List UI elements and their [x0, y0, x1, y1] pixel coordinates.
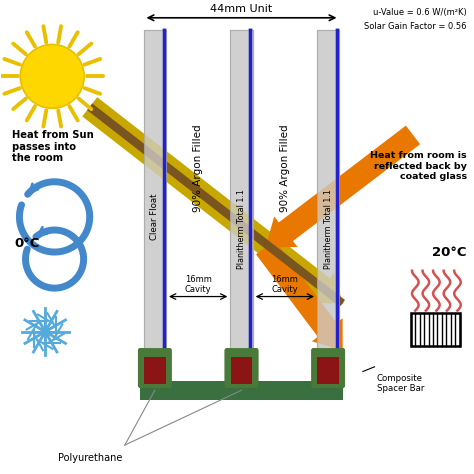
- FancyBboxPatch shape: [225, 348, 258, 388]
- Text: Composite
Spacer Bar: Composite Spacer Bar: [377, 374, 424, 393]
- FancyBboxPatch shape: [311, 348, 345, 388]
- Text: 90% Argon Filled: 90% Argon Filled: [280, 124, 290, 211]
- FancyBboxPatch shape: [311, 348, 345, 388]
- Bar: [140, 381, 343, 400]
- Bar: [227, 350, 256, 385]
- Bar: [231, 357, 252, 383]
- Bar: [140, 350, 169, 385]
- Bar: [318, 357, 339, 383]
- Circle shape: [20, 45, 84, 108]
- Bar: [144, 29, 166, 381]
- Bar: [318, 357, 339, 383]
- Text: 90% Argon Filled: 90% Argon Filled: [193, 124, 203, 211]
- Bar: [317, 29, 339, 381]
- Text: Planitherm Total 1.1: Planitherm Total 1.1: [324, 189, 333, 269]
- Bar: [144, 357, 165, 383]
- Bar: [314, 350, 343, 385]
- Bar: [318, 357, 339, 383]
- Text: Polyurethane: Polyurethane: [57, 453, 122, 463]
- Text: 20°C: 20°C: [432, 246, 466, 258]
- Bar: [144, 357, 165, 383]
- Text: Heat from Sun
passes into
the room: Heat from Sun passes into the room: [12, 130, 94, 164]
- Polygon shape: [265, 126, 420, 247]
- Text: Heat from room is
reflected back by
coated glass: Heat from room is reflected back by coat…: [370, 151, 467, 181]
- Bar: [230, 29, 253, 381]
- Bar: [144, 357, 165, 383]
- Bar: [231, 357, 252, 383]
- Polygon shape: [87, 103, 345, 307]
- Text: 16mm
Cavity: 16mm Cavity: [185, 275, 211, 294]
- Bar: [144, 29, 166, 381]
- Bar: [231, 357, 252, 383]
- FancyBboxPatch shape: [138, 348, 172, 388]
- Text: Clear Float: Clear Float: [150, 194, 159, 240]
- Polygon shape: [82, 97, 343, 303]
- Text: Planitherm Total 1.1: Planitherm Total 1.1: [237, 189, 246, 269]
- Bar: [140, 381, 343, 400]
- Bar: [317, 29, 339, 381]
- Polygon shape: [256, 240, 343, 350]
- Text: 0°C: 0°C: [15, 237, 40, 250]
- FancyBboxPatch shape: [225, 348, 258, 388]
- FancyBboxPatch shape: [138, 348, 172, 388]
- Text: 44mm Unit: 44mm Unit: [210, 4, 273, 14]
- Bar: [230, 29, 253, 381]
- Bar: [410, 313, 460, 346]
- Text: u-Value = 0.6 W/(m²K)
Solar Gain Factor = 0.56: u-Value = 0.6 W/(m²K) Solar Gain Factor …: [365, 9, 467, 31]
- Text: 16mm
Cavity: 16mm Cavity: [272, 275, 298, 294]
